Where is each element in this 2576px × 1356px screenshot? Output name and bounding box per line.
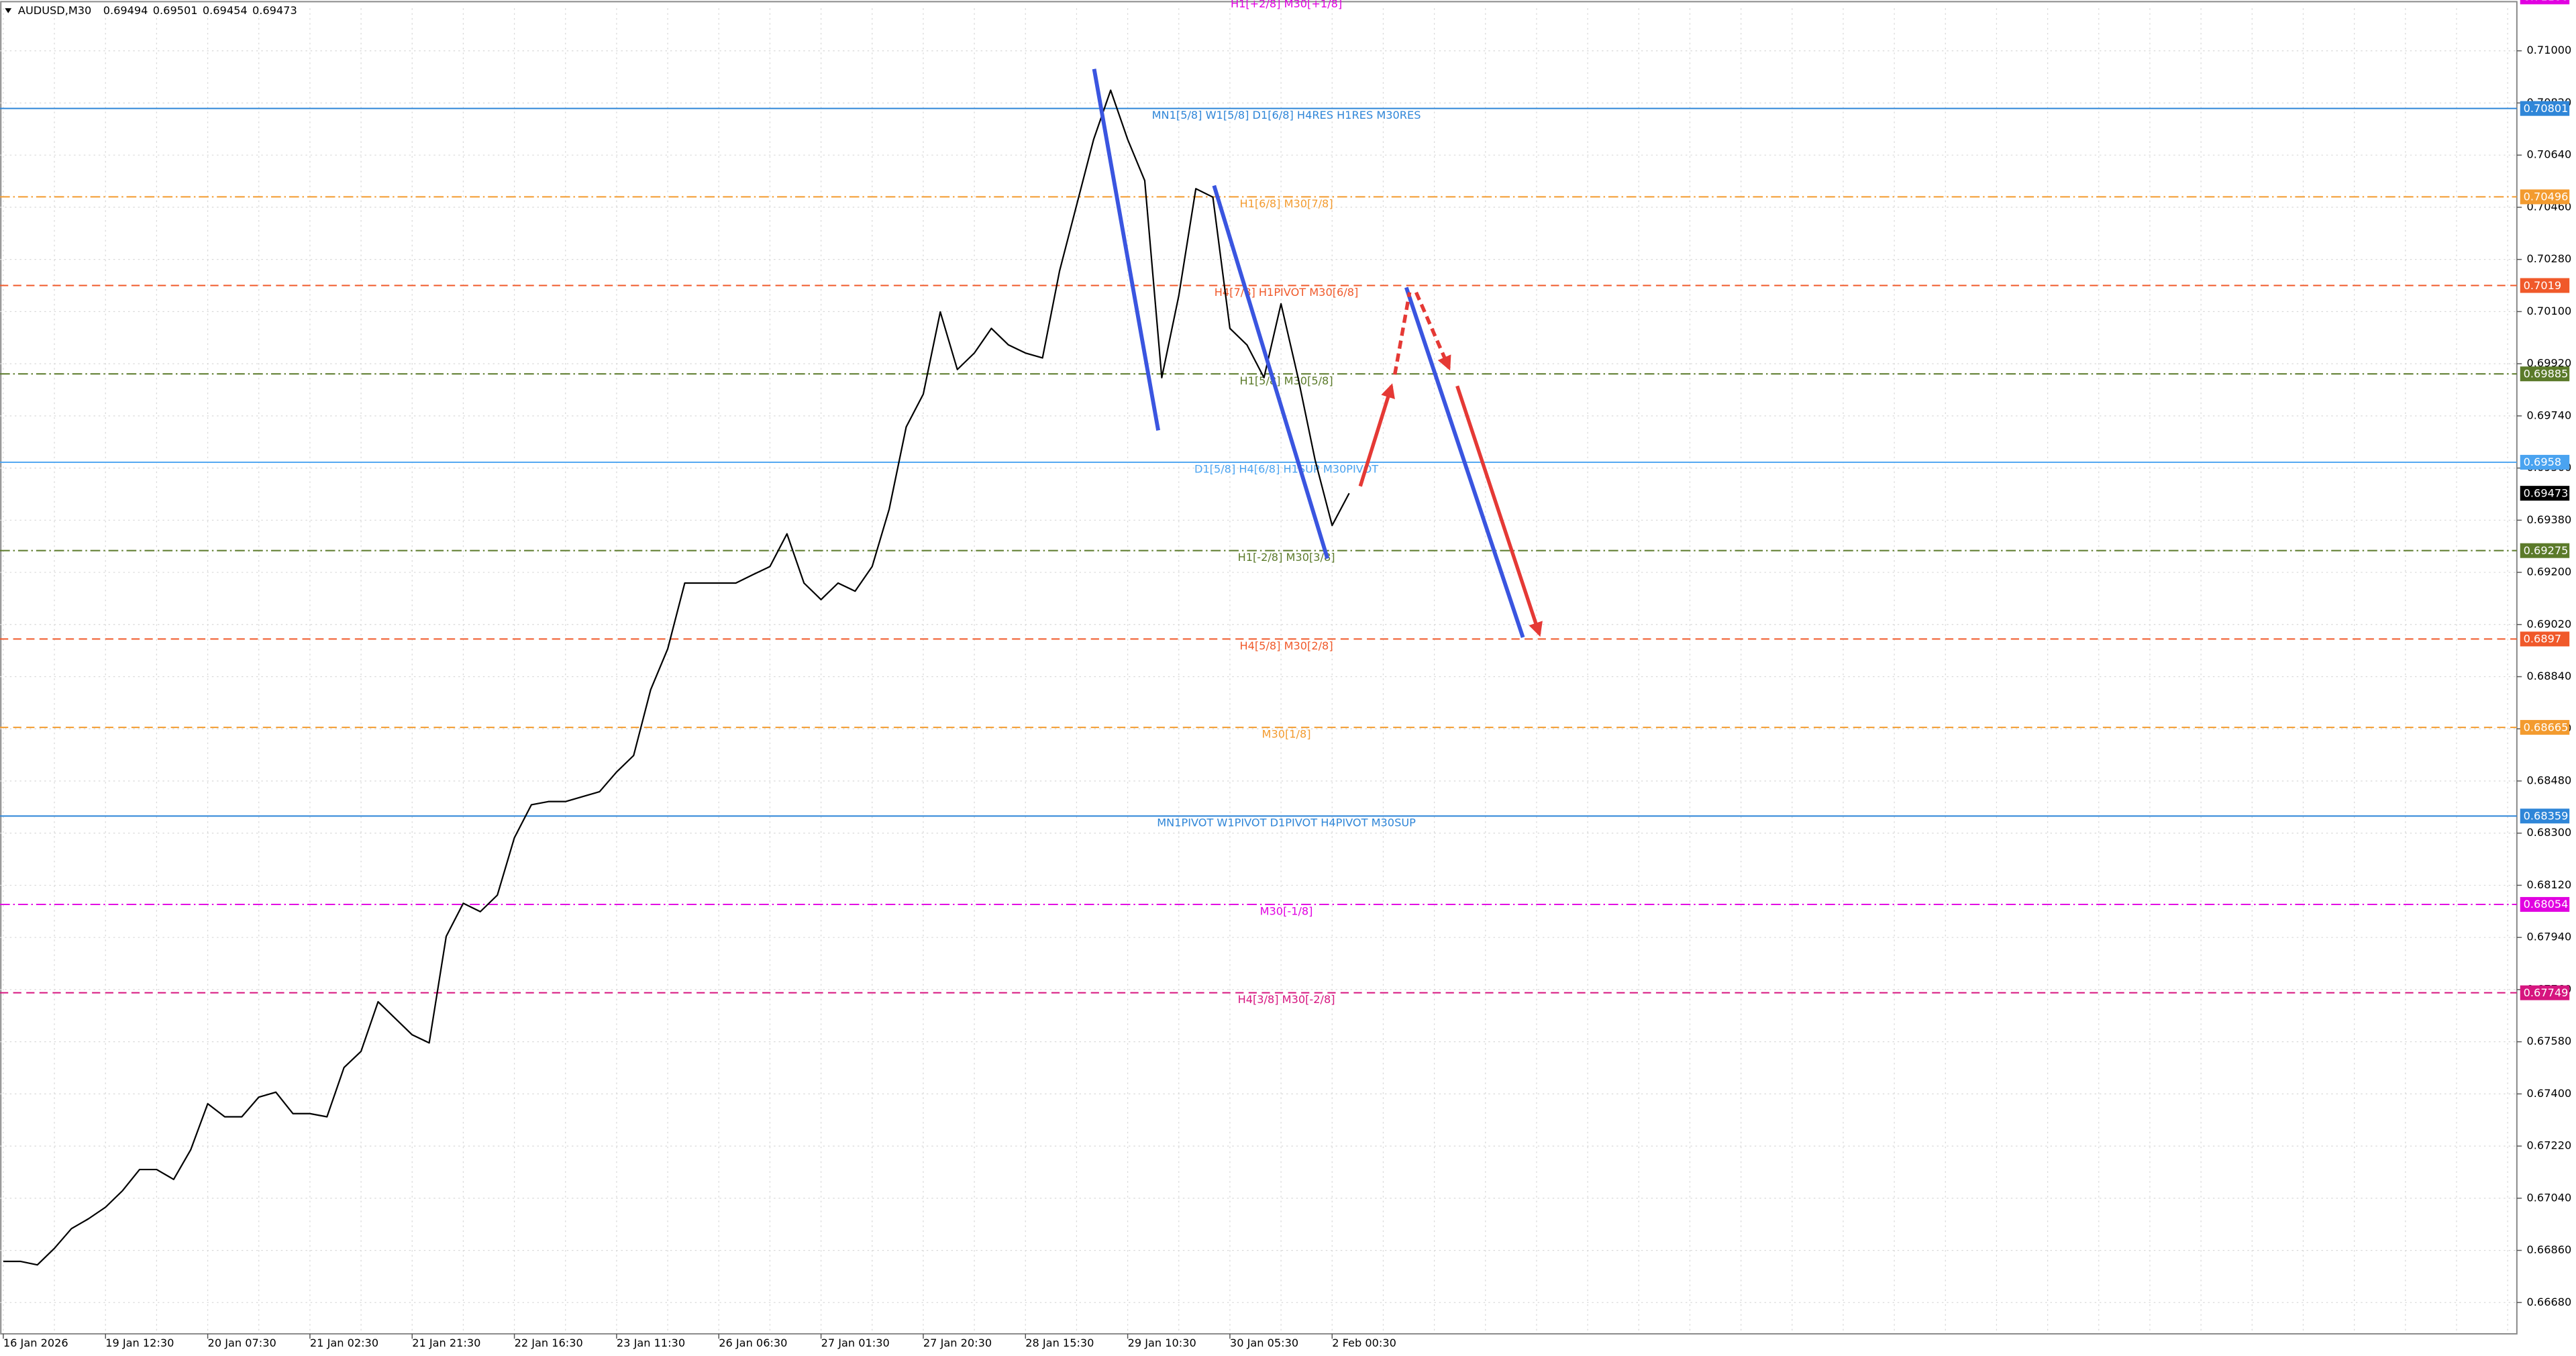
y-tick-label: 0.66680 [2527, 1296, 2572, 1308]
y-tick-label: 0.69020 [2527, 617, 2572, 630]
y-tick-label: 0.70100 [2527, 305, 2572, 317]
x-tick-label: 20 Jan 07:30 [208, 1337, 276, 1349]
ohlc-value: 0.69501 [153, 3, 198, 16]
grid [0, 8, 2517, 1334]
y-tick-label: 0.71000 [2527, 44, 2572, 56]
y-tick-label: 0.67220 [2527, 1139, 2572, 1152]
level-label: H1[6/8] M30[7/8] [1239, 197, 1333, 210]
price-tag-label: 0.70496 [2524, 191, 2569, 203]
price-tag [2520, 896, 2570, 912]
x-tick-label: 27 Jan 01:30 [821, 1337, 890, 1349]
price-tag [2520, 454, 2570, 470]
y-tick-label: 0.69920 [2527, 357, 2572, 370]
y-tick-label: 0.69380 [2527, 513, 2572, 526]
y-tick-label: 0.68840 [2527, 670, 2572, 682]
price-tag-label: 0.70801 [2524, 102, 2569, 115]
level-label: H1[+2/8] M30[+1/8] [1231, 0, 1342, 10]
y-tick-label: 0.70640 [2527, 148, 2572, 161]
price-tag-label: 0.69885 [2524, 367, 2569, 380]
y-tick-label: 0.67400 [2527, 1087, 2572, 1100]
trend-line [1404, 286, 1525, 638]
price-tag [2520, 366, 2570, 382]
price-tag-label: 0.68054 [2524, 898, 2569, 910]
price-tag-label: 0.68665 [2524, 721, 2569, 733]
x-tick-label: 30 Jan 05:30 [1230, 1337, 1298, 1349]
arrow [1455, 385, 1543, 637]
price-tag [2520, 278, 2570, 293]
level-label: M30[-1/8] [1260, 904, 1313, 917]
price-tag-label: 0.71186 [2524, 0, 2569, 3]
x-tick-label: 22 Jan 16:30 [515, 1337, 583, 1349]
x-tick-label: 28 Jan 15:30 [1025, 1337, 1094, 1349]
arrow [1392, 292, 1412, 375]
header: AUDUSD,M30 0.69494 0.69501 0.69454 0.69473 [5, 3, 297, 16]
level-label: H4[5/8] M30[2/8] [1239, 639, 1333, 652]
price-tag-label: 0.6958 [2524, 456, 2561, 468]
x-tick-label: 2 Feb 00:30 [1332, 1337, 1396, 1349]
symbol: AUDUSD,M30 [18, 3, 91, 16]
x-tick-label: 21 Jan 21:30 [412, 1337, 480, 1349]
x-tick-label: 23 Jan 11:30 [617, 1337, 685, 1349]
arrow [1358, 383, 1395, 487]
y-tick-label: 0.68480 [2527, 774, 2572, 786]
price-tag [2520, 101, 2570, 116]
axes: 0.710000.708200.706400.704600.702800.701… [3, 0, 2571, 1349]
price-tag-label: 0.7019 [2524, 279, 2561, 292]
price-tag-label: 0.67749 [2524, 986, 2569, 999]
trend-line [1092, 68, 1160, 431]
price-tag [2520, 189, 2570, 205]
price-tag-label: 0.6897 [2524, 633, 2561, 645]
y-tick-label: 0.67940 [2527, 931, 2572, 943]
level-label: MN1[5/8] W1[5/8] D1[6/8] H4RES H1RES M30… [1152, 109, 1421, 121]
x-tick-label: 27 Jan 20:30 [923, 1337, 992, 1349]
level-label: H4[7/8] H1PIVOT M30[6/8] [1215, 286, 1359, 299]
price-tag [2520, 543, 2570, 558]
symbol-info: AUDUSD,M30 0.69494 0.69501 0.69454 0.69473 [18, 3, 297, 16]
x-tick-label: 21 Jan 02:30 [310, 1337, 378, 1349]
last-price-tag [2520, 486, 2570, 501]
price-tag [2520, 985, 2570, 1000]
price-tag [2520, 720, 2570, 735]
trend-line [1212, 185, 1330, 560]
y-tick-label: 0.66860 [2527, 1243, 2572, 1256]
level-label: M30[1/8] [1262, 728, 1311, 741]
y-tick-label: 0.69740 [2527, 409, 2572, 421]
price [3, 89, 1350, 1266]
price-tag [2520, 631, 2570, 647]
y-tick-label: 0.69200 [2527, 566, 2572, 578]
x-tick-label: 26 Jan 06:30 [719, 1337, 787, 1349]
y-tick-label: 0.68120 [2527, 878, 2572, 891]
arrow [1414, 291, 1451, 371]
price-tag [2520, 809, 2570, 824]
level-label: H4[3/8] M30[-2/8] [1238, 993, 1335, 1006]
price-line [3, 89, 1350, 1266]
last-price-label: 0.69473 [2524, 486, 2569, 499]
level-label: MN1PIVOT W1PIVOT D1PIVOT H4PIVOT M30SUP [1157, 817, 1416, 829]
y-tick-label: 0.67040 [2527, 1191, 2572, 1204]
x-tick-label: 16 Jan 2026 [3, 1337, 68, 1349]
y-tick-label: 0.68300 [2527, 826, 2572, 839]
plot-border [0, 1, 2518, 1335]
x-tick-label: 19 Jan 12:30 [105, 1337, 174, 1349]
menu-icon[interactable] [5, 8, 12, 13]
level-label: D1[5/8] H4[6/8] H1SUP M30PIVOT [1194, 462, 1378, 475]
price-tag-label: 0.68359 [2524, 809, 2569, 822]
ohlc-value: 0.69454 [203, 3, 248, 16]
price-tag-label: 0.69275 [2524, 544, 2569, 557]
y-tick-label: 0.67580 [2527, 1035, 2572, 1047]
level-label: H1[-2/8] M30[3/8] [1238, 551, 1335, 564]
x-tick-label: 29 Jan 10:30 [1128, 1337, 1196, 1349]
level-label: H1[5/8] M30[5/8] [1239, 374, 1333, 387]
drawings [1092, 68, 1543, 638]
price-tag [2520, 0, 2570, 5]
ohlc-value: 0.69494 [103, 3, 148, 16]
levels: H1[+2/8] M30[+1/8] MN1[5/8] W1[5/8] D1[6/… [0, 0, 2517, 1006]
ohlc-value: 0.69473 [252, 3, 297, 16]
y-tick-label: 0.70280 [2527, 252, 2572, 265]
